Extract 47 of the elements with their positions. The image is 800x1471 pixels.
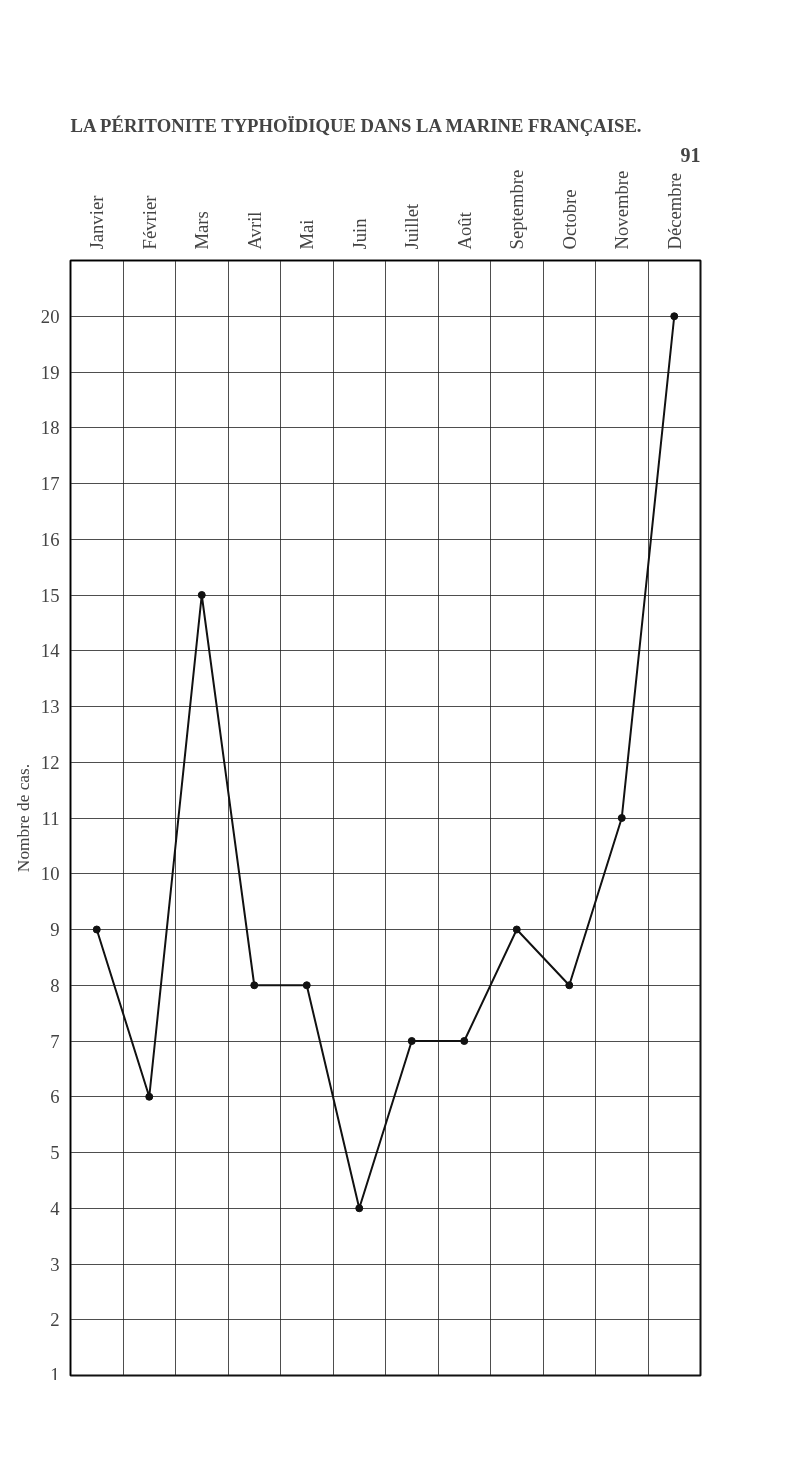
x-tick-label: Mai <box>296 219 318 250</box>
y-axis-title: Nombre de cas. <box>13 763 33 873</box>
x-tick-label: Novembre <box>611 170 633 250</box>
y-tick-label: 13 <box>40 696 60 717</box>
point <box>565 981 574 990</box>
chart-title: LA PÉRITONITE TYPHOÏDIQUE DANS LA MARINE FRANÇAISE. <box>70 114 642 136</box>
point <box>460 1037 469 1045</box>
y-tick-label: 12 <box>40 751 60 773</box>
point <box>145 1092 154 1101</box>
point <box>250 981 259 990</box>
y-tick-label: 11 <box>41 807 60 829</box>
y-tick-label: 7 <box>50 1030 60 1052</box>
y-tick-label: 1 <box>50 1363 60 1385</box>
point <box>670 312 679 321</box>
y-tick-label: 10 <box>40 863 60 885</box>
x-tick-label: Décembre <box>663 172 685 250</box>
y-tick-label: 2 <box>50 1309 60 1331</box>
x-tick-label: Septembre <box>506 169 528 250</box>
y-tick-label: 4 <box>50 1197 61 1219</box>
point <box>92 925 101 934</box>
y-tick-label: 17 <box>40 473 60 494</box>
x-tick-label: Février <box>138 194 160 250</box>
text: 91 <box>680 143 701 166</box>
y-tick-label: 5 <box>50 1142 60 1163</box>
y-tick-label: 3 <box>50 1253 60 1275</box>
x-tick-label: Octobre <box>558 189 580 250</box>
point <box>302 981 311 990</box>
point <box>512 925 521 934</box>
x-tick-label: Août <box>453 211 475 250</box>
x-tick-label: Avril <box>243 211 265 250</box>
point <box>197 591 206 599</box>
x-tick-label: Janvier <box>86 194 108 250</box>
y-tick-label: 20 <box>40 305 60 327</box>
y-tick-label: 18 <box>40 417 60 439</box>
y-tick-label: 16 <box>40 528 60 550</box>
y-tick-label: 19 <box>40 361 60 383</box>
x-tick-label: Juin <box>348 217 370 250</box>
y-tick-label: 6 <box>50 1086 60 1108</box>
point <box>355 1204 364 1213</box>
point <box>407 1037 416 1045</box>
y-tick-label: 9 <box>50 919 60 940</box>
y-tick-label: 14 <box>40 640 61 662</box>
x-tick-label: Juillet <box>401 203 423 250</box>
x-tick-label: Mars <box>191 211 213 250</box>
y-tick-label: 15 <box>40 584 60 606</box>
y-tick-label: 8 <box>50 974 60 996</box>
point <box>617 814 626 822</box>
